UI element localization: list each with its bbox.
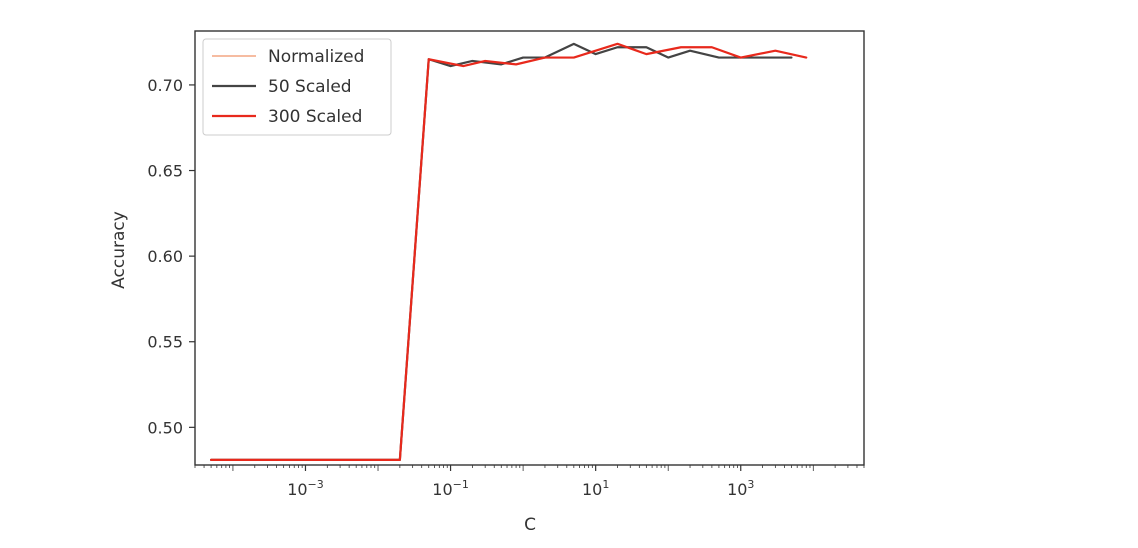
x-tick-label: 103 (727, 478, 754, 499)
plot-frame (194, 30, 865, 466)
y-tick-label: 0.60 (147, 247, 183, 266)
series-layer (209, 42, 808, 461)
x-tick-label: 101 (582, 478, 609, 499)
x-axis-label: C (524, 515, 536, 535)
legend: Normalized 50 Scaled 300 Scaled (202, 38, 392, 136)
y-axis-ticks: 0.50 0.55 0.60 0.65 0.70 (147, 76, 195, 437)
legend-label-300-scaled: 300 Scaled (268, 107, 362, 127)
y-tick-label: 0.70 (147, 76, 183, 95)
x-axis-ticks: 10−3 10−1 101 103 (194, 465, 865, 499)
y-axis-label: Accuracy (109, 211, 129, 289)
series-line-300-scaled (209, 42, 808, 461)
y-tick-label: 0.65 (147, 162, 183, 181)
legend-label-50-scaled: 50 Scaled (268, 77, 352, 97)
legend-label-normalized: Normalized (268, 47, 364, 67)
x-tick-label: 10−1 (432, 478, 469, 499)
legend-box (202, 38, 392, 136)
y-tick-label: 0.50 (147, 418, 183, 437)
y-tick-label: 0.55 (147, 333, 183, 352)
x-tick-label: 10−3 (287, 478, 324, 499)
